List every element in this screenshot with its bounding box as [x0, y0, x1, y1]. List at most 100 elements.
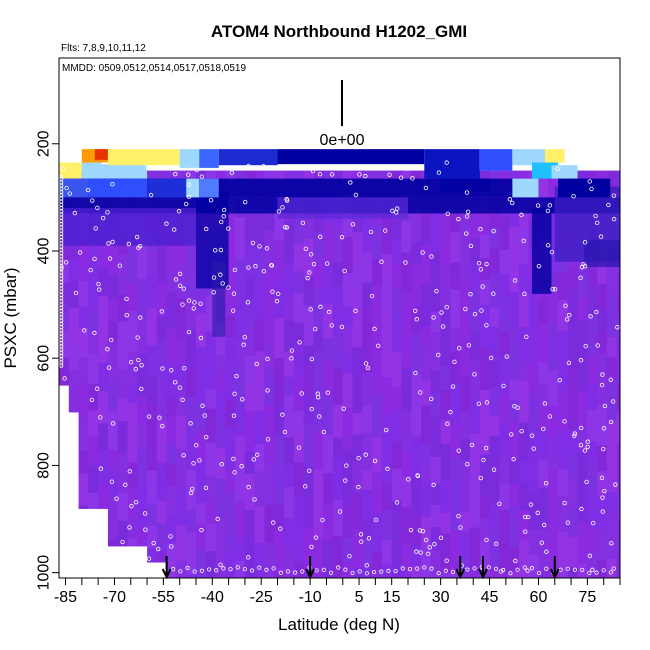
observation-marker [515, 567, 520, 572]
heatmap-cell [244, 244, 256, 278]
observation-marker [350, 222, 356, 227]
observation-marker [324, 261, 330, 266]
observation-marker [124, 312, 129, 318]
heatmap-cell [538, 529, 549, 573]
x-tick-label: 30 [432, 589, 450, 606]
heatmap-cell [107, 233, 119, 276]
heatmap-cell [509, 322, 520, 351]
heatmap-cell [567, 391, 579, 430]
observation-marker [314, 568, 319, 573]
observation-marker [420, 528, 426, 534]
heatmap-cell [244, 383, 256, 412]
heatmap-cell [499, 274, 510, 297]
observation-marker [562, 419, 567, 424]
heatmap-cell [401, 571, 412, 578]
heatmap-cell [107, 343, 119, 384]
heatmap-cell [352, 461, 363, 494]
observation-marker [155, 546, 161, 552]
observation-marker [600, 495, 605, 500]
heatmap-cell [606, 492, 618, 519]
heatmap-cell [186, 509, 197, 534]
heatmap-cell [323, 304, 334, 339]
heatmap-cell [616, 550, 620, 578]
observation-marker [64, 185, 69, 191]
observation-marker [571, 194, 576, 199]
heatmap-cell [205, 331, 217, 367]
observation-marker [493, 566, 499, 571]
heatmap-cell [499, 249, 510, 276]
heatmap-cell [342, 505, 354, 539]
observation-marker [309, 406, 314, 412]
heatmap-cell [254, 282, 266, 320]
observation-marker [582, 240, 588, 245]
heatmap-cell [421, 201, 432, 227]
heatmap-cell [127, 383, 138, 404]
x-tick-label: 5 [355, 589, 364, 606]
observation-marker [513, 558, 518, 564]
observation-marker [531, 446, 536, 451]
observation-marker [98, 466, 104, 471]
heatmap-cell [274, 279, 285, 319]
x-tick-label: 15 [383, 589, 401, 606]
heatmap-cell [332, 458, 344, 501]
heatmap-cell [156, 241, 168, 284]
heatmap-cell [284, 351, 295, 378]
heatmap-cell [450, 232, 461, 264]
heatmap-cell [215, 374, 226, 394]
heatmap-cell [205, 408, 217, 443]
heatmap-cell [313, 289, 324, 331]
observation-marker [211, 290, 216, 295]
observation-marker [186, 172, 191, 177]
heatmap-cell [293, 322, 305, 344]
observation-marker [356, 484, 361, 490]
observation-marker [257, 244, 262, 249]
observation-marker [127, 469, 133, 474]
heatmap-cell [512, 178, 539, 198]
observation-marker [476, 261, 482, 266]
observation-marker [186, 182, 192, 187]
observation-marker [72, 210, 78, 216]
observation-marker [218, 562, 223, 567]
observation-marker [251, 457, 256, 462]
heatmap-cell [88, 435, 99, 467]
heatmap-cell [469, 433, 481, 474]
heatmap-cell [440, 419, 451, 445]
observation-marker [379, 569, 384, 574]
heatmap-cell [362, 372, 373, 407]
observation-marker [611, 193, 617, 198]
heatmap-cell [166, 327, 178, 365]
heatmap-cell [205, 476, 217, 504]
observation-marker [479, 308, 484, 313]
observation-marker [413, 370, 418, 376]
heatmap-cell [254, 247, 266, 283]
heatmap-cell [254, 411, 266, 445]
observation-marker [456, 216, 461, 222]
heatmap-cell [235, 407, 246, 437]
observation-marker [550, 286, 555, 292]
observation-marker [390, 208, 395, 214]
observation-marker [317, 414, 322, 419]
heatmap-cell [558, 389, 569, 432]
heatmap-cell [567, 453, 579, 480]
heatmap-cell [342, 537, 354, 564]
heatmap-cell [411, 546, 422, 567]
heatmap-cell [391, 442, 403, 470]
observation-marker [521, 238, 526, 244]
heatmap-cell [509, 399, 520, 423]
observation-marker [363, 361, 369, 366]
observation-marker [95, 205, 100, 211]
observation-marker [432, 541, 437, 547]
heatmap-cell [381, 376, 393, 419]
heatmap-cell [440, 265, 451, 307]
observation-marker [384, 427, 389, 433]
heatmap-cell [137, 319, 148, 356]
observation-marker [280, 205, 285, 210]
observation-marker [436, 352, 441, 358]
observation-marker [59, 363, 64, 368]
heatmap-cell [567, 479, 579, 510]
observation-marker [231, 291, 237, 296]
observation-marker [143, 527, 148, 532]
heatmap-cell [584, 240, 620, 268]
observation-marker [142, 511, 148, 516]
observation-marker [552, 287, 558, 292]
